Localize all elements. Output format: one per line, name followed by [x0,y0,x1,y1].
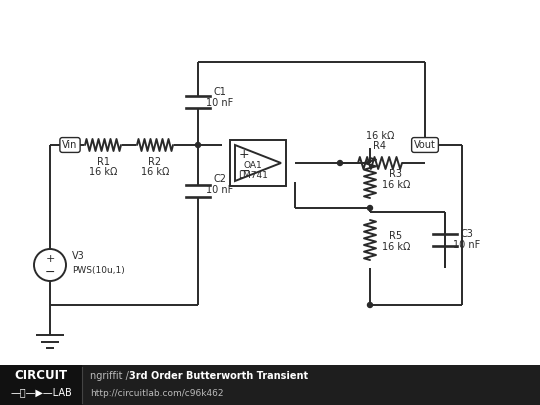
Text: 10 nF: 10 nF [206,185,234,195]
Text: +: + [45,254,55,264]
Text: 10 nF: 10 nF [454,240,481,250]
Bar [230,140,286,186]
Text: LM741: LM741 [238,171,268,179]
Text: R2: R2 [148,157,161,167]
Text: Vout: Vout [414,140,436,150]
Circle shape [422,143,428,147]
Circle shape [368,303,373,307]
Text: CIRCUIT: CIRCUIT [14,369,67,382]
Text: 16 kΩ: 16 kΩ [89,167,117,177]
Text: 10 nF: 10 nF [206,98,234,108]
Text: R3: R3 [389,169,402,179]
Text: C2: C2 [213,174,226,184]
Text: +: + [239,149,249,162]
Text: —⦿—▶—LAB: —⦿—▶—LAB [11,387,73,397]
Circle shape [368,205,373,211]
Text: ngriffit /: ngriffit / [90,371,132,381]
Text: 16 kΩ: 16 kΩ [366,131,394,141]
Text: C1: C1 [213,87,226,97]
Bar [0,365,82,405]
Text: 16 kΩ: 16 kΩ [382,180,410,190]
Text: PWS(10u,1): PWS(10u,1) [72,266,125,275]
Text: R5: R5 [389,231,402,241]
Text: R1: R1 [97,157,110,167]
Text: R4: R4 [374,141,387,151]
Text: OA1: OA1 [244,160,262,170]
Text: http://circuitlab.com/c96k462: http://circuitlab.com/c96k462 [90,388,224,397]
Bar [0,365,540,405]
Circle shape [338,160,342,166]
Text: 16 kΩ: 16 kΩ [141,167,169,177]
Circle shape [195,143,200,147]
Text: Vin: Vin [62,140,78,150]
Text: 16 kΩ: 16 kΩ [382,242,410,252]
Text: −: − [238,164,250,178]
Text: C3: C3 [461,229,474,239]
Text: 3rd Order Butterworth Transient: 3rd Order Butterworth Transient [129,371,308,381]
Text: V3: V3 [72,251,85,261]
Text: −: − [45,266,55,279]
